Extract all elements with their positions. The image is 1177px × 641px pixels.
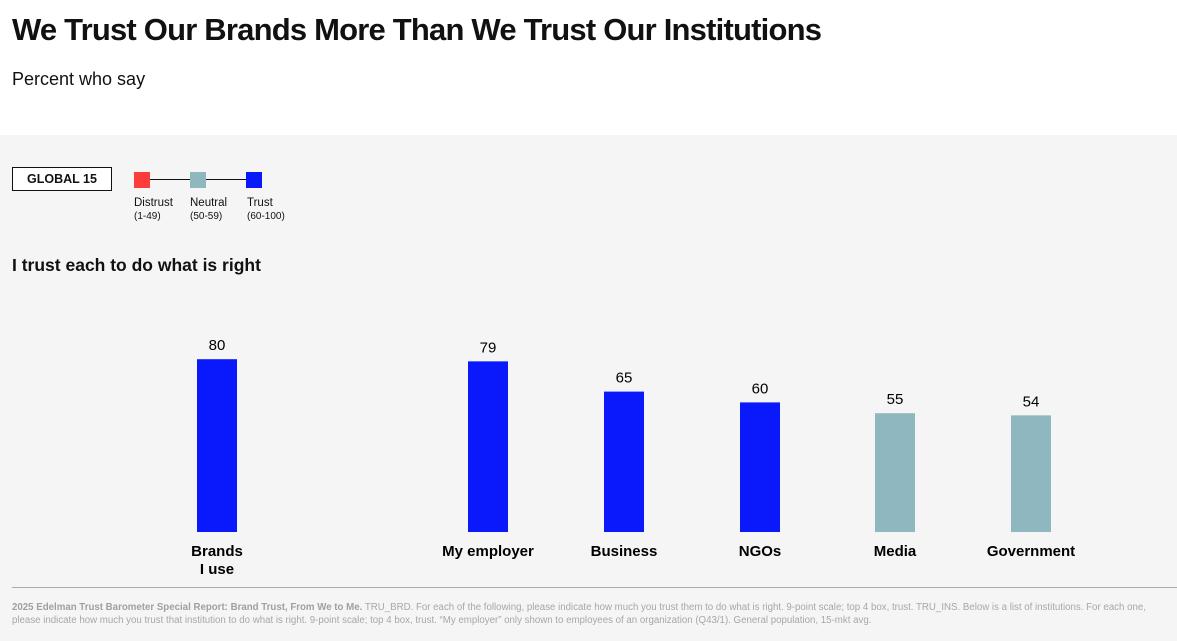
value-label-business: 65 <box>616 370 633 387</box>
category-label-government: Government <box>987 543 1075 560</box>
bar-business <box>604 391 644 532</box>
bar-media <box>875 413 915 532</box>
category-label-business: Business <box>591 543 658 560</box>
bar-brands-i-use <box>197 359 237 532</box>
footnote-divider <box>12 587 1177 588</box>
category-label-my-employer: My employer <box>442 543 534 560</box>
value-label-media: 55 <box>887 391 904 408</box>
bar-my-employer <box>468 361 508 532</box>
footnote-text: TRU_BRD. For each of the following, plea… <box>12 602 1146 626</box>
page-subtitle: Percent who say <box>12 69 146 89</box>
legend-label-neutral: Neutral (50-59) <box>190 197 228 222</box>
legend-label-trust: Trust (60-100) <box>247 197 285 222</box>
region-tag: GLOBAL 15 <box>12 167 112 191</box>
value-label-ngos: 60 <box>752 380 769 397</box>
legend-swatch-neutral <box>190 172 206 188</box>
bar-government <box>1011 415 1051 532</box>
footnote: 2025 Edelman Trust Barometer Special Rep… <box>12 601 1172 627</box>
legend-swatch-distrust <box>134 172 150 188</box>
footnote-source: 2025 Edelman Trust Barometer Special Rep… <box>12 602 363 613</box>
value-label-government: 54 <box>1023 393 1040 410</box>
category-label-ngos: NGOs <box>739 543 782 560</box>
chart-title: I trust each to do what is right <box>12 255 261 275</box>
category-label-brands-i-use: Brands I use <box>191 543 243 578</box>
value-label-brands-i-use: 80 <box>209 337 226 354</box>
category-label-media: Media <box>874 543 917 560</box>
value-label-my-employer: 79 <box>480 339 497 356</box>
page-title: We Trust Our Brands More Than We Trust O… <box>12 12 822 47</box>
legend-swatch-trust <box>246 172 262 188</box>
chart-panel: GLOBAL 15 Distrust (1-49) Neutral (50-59) … <box>0 135 1177 641</box>
legend-label-distrust: Distrust (1-49) <box>134 197 173 222</box>
bar-chart: 80 Brands I use 79 My employer 65 Business 60 NG… <box>191 337 1075 578</box>
bar-ngos <box>740 402 780 532</box>
